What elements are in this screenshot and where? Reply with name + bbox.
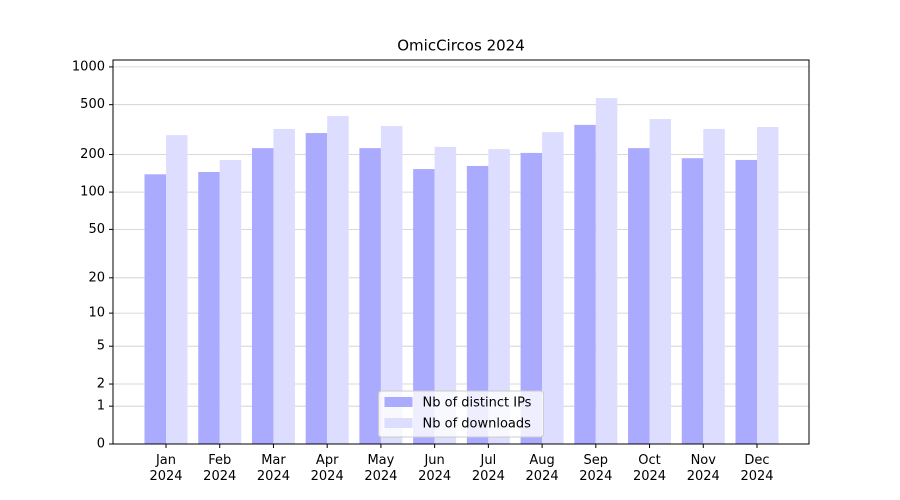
legend-box xyxy=(378,390,544,438)
bar xyxy=(466,165,489,444)
y-tick-label: 100 xyxy=(80,185,105,200)
bar xyxy=(144,174,166,444)
bars xyxy=(144,98,779,445)
x-tick-label: Dec 2024 xyxy=(740,453,774,484)
x-tick-label: Jul 2024 xyxy=(471,453,505,484)
bar xyxy=(305,133,328,444)
bar xyxy=(703,128,725,444)
y-tick-label: 10 xyxy=(88,306,105,321)
bar xyxy=(574,124,596,445)
bar xyxy=(649,119,672,444)
x-tick-label: Aug 2024 xyxy=(525,453,559,484)
y-tick-label: 500 xyxy=(80,97,105,112)
x-tick-label: May 2024 xyxy=(364,453,398,484)
bar xyxy=(380,126,403,445)
bar xyxy=(488,149,510,444)
x-tick-label: Jun 2024 xyxy=(418,453,452,484)
bar xyxy=(681,158,704,444)
ticks: 0 1 2 5 10 20 50 100 200 500 1000 xyxy=(72,59,758,452)
bar xyxy=(198,171,220,444)
bar xyxy=(434,146,457,444)
bar xyxy=(542,132,564,444)
x-tick-label: Nov 2024 xyxy=(686,453,720,484)
bar xyxy=(735,159,757,444)
x-tick-label: Mar 2024 xyxy=(256,453,290,484)
legend-swatch xyxy=(384,418,413,428)
bar xyxy=(251,148,274,444)
x-tick-label: Feb 2024 xyxy=(203,453,237,484)
y-tick-label: 1 xyxy=(97,399,105,414)
x-tick-label: Jan 2024 xyxy=(149,453,183,484)
legend-label: Nb of downloads xyxy=(423,417,532,432)
y-tick-label: 50 xyxy=(88,222,105,237)
bar xyxy=(628,148,650,444)
x-tick-label: Sep 2024 xyxy=(579,453,613,484)
bar xyxy=(520,152,543,444)
y-tick-label: 2 xyxy=(97,377,105,392)
y-tick-label: 0 xyxy=(97,437,105,452)
x-tick-label: Oct 2024 xyxy=(632,453,667,484)
bar xyxy=(273,128,295,444)
x-tick-label: Apr 2024 xyxy=(310,453,344,484)
bar xyxy=(359,148,381,444)
chart-title: OmicCircos 2024 xyxy=(397,37,525,55)
y-tick-label: 20 xyxy=(88,270,105,285)
y-tick-label: 1000 xyxy=(72,59,105,74)
bar xyxy=(166,135,188,444)
y-tick-label: 5 xyxy=(97,339,105,354)
bar xyxy=(595,98,618,444)
bar xyxy=(219,159,242,444)
bar xyxy=(327,116,349,445)
y-tick-label: 200 xyxy=(80,147,105,162)
bar xyxy=(757,126,779,445)
legend-swatch xyxy=(384,397,413,407)
legend-label: Nb of distinct IPs xyxy=(423,396,532,411)
bar xyxy=(413,169,435,444)
plot-frame xyxy=(112,59,810,445)
legend: Nb of distinct IPs Nb of downloads xyxy=(378,390,544,438)
